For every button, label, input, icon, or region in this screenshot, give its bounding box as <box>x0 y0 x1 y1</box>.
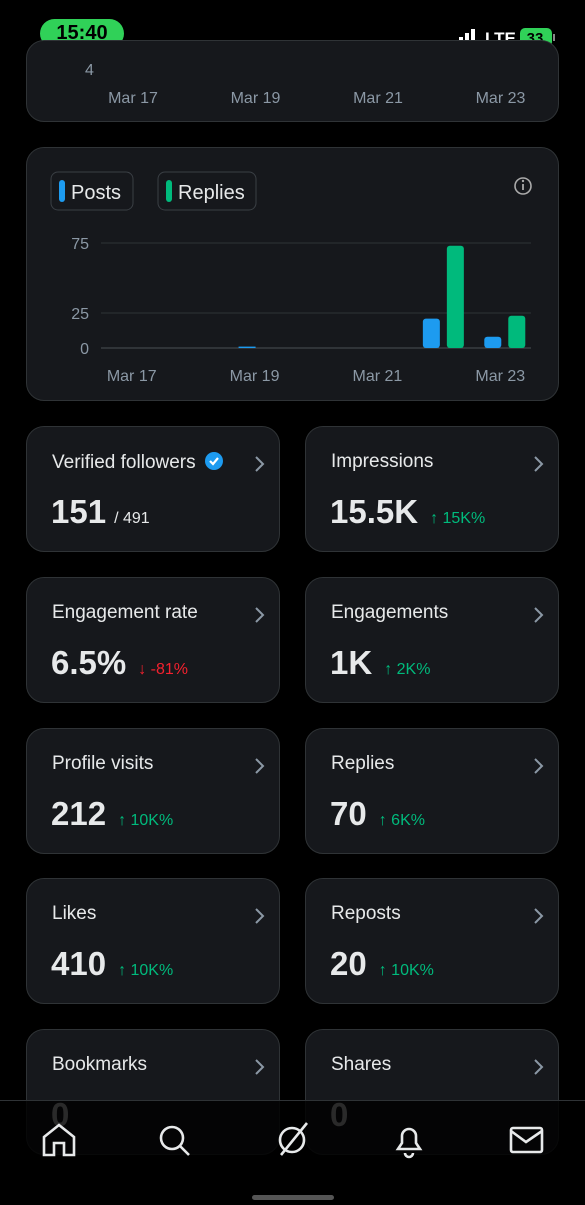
top-chart-card: 4 Mar 17 Mar 19 Mar 21 Mar 23 <box>26 40 559 122</box>
metric-label-text: Likes <box>52 903 97 925</box>
metric-label: Impressions <box>331 451 433 473</box>
legend-swatch <box>166 180 172 202</box>
metric-number: 410 <box>51 945 107 983</box>
legend-box <box>157 171 257 211</box>
metric-number: 20 <box>330 945 367 983</box>
metric-label-text: Reposts <box>331 903 401 925</box>
home-icon[interactable] <box>42 1123 76 1157</box>
metric-label: Profile visits <box>52 753 153 775</box>
metric-label: Engagement rate <box>52 602 198 624</box>
metric-change: ↑ 10K% <box>118 811 174 829</box>
metric-number: 70 <box>330 794 367 832</box>
x-tick-label: Mar 23 <box>475 368 525 385</box>
metric-card[interactable]: Engagements 1K ↑ 2K% <box>305 576 559 703</box>
legend-label: Posts <box>71 182 121 204</box>
chevron <box>255 1059 265 1075</box>
metric-value: 70 ↑ 6K% <box>330 795 425 833</box>
metric-label-text: Engagement rate <box>52 601 198 623</box>
search-icon[interactable] <box>159 1125 185 1151</box>
metric-card[interactable]: Reposts 20 ↑ 10K% <box>305 878 559 1005</box>
metric-number: 15.5K <box>330 493 419 530</box>
chart-card: Posts Replies 0 25 75 Mar 17 Mar 19 Mar 21 Mar 2… <box>26 147 559 401</box>
metric-change: ↑ 2K% <box>384 660 431 678</box>
x-tick-label: Mar 19 <box>231 90 281 107</box>
bottom-nav <box>0 1100 585 1200</box>
messages-icon[interactable] <box>509 1126 544 1154</box>
metric-card[interactable]: Engagement rate 6.5% ↓ -81% <box>26 576 280 703</box>
metric-card[interactable]: Likes 410 ↑ 10K% <box>26 878 280 1005</box>
metric-number: 212 <box>51 794 107 832</box>
metric-change: ↓ -81% <box>138 660 189 678</box>
metric-value: 212 ↑ 10K% <box>51 795 173 833</box>
grok-icon[interactable] <box>278 1126 306 1154</box>
chevron <box>255 456 265 472</box>
bar <box>484 336 502 348</box>
metric-card[interactable]: Verified followers 151 / 491 <box>26 426 280 552</box>
metric-number: 1K <box>330 643 373 681</box>
y-tick-label: 25 <box>71 306 89 323</box>
metric-change: ↑ 6K% <box>378 811 425 829</box>
notifications-icon[interactable] <box>395 1127 423 1159</box>
chevron <box>534 908 544 924</box>
chevron <box>255 607 265 623</box>
metric-label: Verified followers <box>52 451 224 474</box>
nav-icons <box>42 1122 544 1200</box>
y-tick-label: 4 <box>85 62 94 79</box>
metric-label: Replies <box>331 753 394 775</box>
metric-label-text: Replies <box>331 752 395 774</box>
metric-label: Shares <box>331 1054 391 1076</box>
metric-label: Likes <box>52 903 96 925</box>
bar <box>446 245 464 348</box>
chevron <box>534 456 544 472</box>
bar <box>238 346 256 348</box>
metric-card[interactable]: Replies 70 ↑ 6K% <box>305 727 559 854</box>
y-tick-label: 0 <box>80 341 89 358</box>
bar <box>508 315 526 348</box>
chevron <box>534 607 544 623</box>
verified-badge <box>204 452 223 470</box>
chart: Posts Replies 0 25 75 Mar 17 Mar 19 Mar 21 Mar 2… <box>50 171 532 385</box>
metric-number: 151 <box>51 493 107 530</box>
metric-label-text: Engagements <box>331 601 449 623</box>
metric-card[interactable]: Profile visits 212 ↑ 10K% <box>26 727 280 854</box>
metric-label-text: Bookmarks <box>52 1054 148 1075</box>
x-tick-label: Mar 17 <box>107 368 157 385</box>
legend-swatch <box>59 180 65 202</box>
metric-label: Engagements <box>331 602 448 624</box>
chevron <box>255 757 265 774</box>
x-tick-label: Mar 17 <box>108 90 158 107</box>
metric-change: ↑ 10K% <box>378 962 434 980</box>
metric-label-text: Impressions <box>331 451 434 472</box>
x-tick-label: Mar 23 <box>476 90 526 107</box>
metric-value: 410 ↑ 10K% <box>51 945 173 983</box>
metric-change: ↑ 10K% <box>118 962 174 980</box>
metric-change: ↑ 15K% <box>430 510 486 527</box>
metric-label: Bookmarks <box>52 1054 147 1076</box>
metric-value: 1K ↑ 2K% <box>330 644 430 682</box>
metric-label-text: Shares <box>331 1054 392 1075</box>
legend-box <box>50 171 134 211</box>
metric-label-text: Verified followers <box>52 452 196 473</box>
metric-value: 6.5% ↓ -81% <box>51 644 188 682</box>
top-chart: 4 Mar 17 Mar 19 Mar 21 Mar 23 <box>85 62 526 107</box>
metric-label: Reposts <box>331 903 401 925</box>
metric-value: 151 / 491 <box>51 493 150 531</box>
chevron <box>255 908 265 924</box>
metric-value: 15.5K ↑ 15K% <box>330 493 485 531</box>
bar <box>422 318 440 348</box>
legend-label: Replies <box>178 182 245 204</box>
metric-card[interactable]: Impressions 15.5K ↑ 15K% <box>305 426 559 552</box>
chevron <box>534 1059 544 1075</box>
metric-label-text: Profile visits <box>52 752 154 774</box>
metric-value: 20 ↑ 10K% <box>330 945 434 983</box>
metric-number: 6.5% <box>51 643 127 681</box>
x-tick-label: Mar 21 <box>353 368 403 385</box>
y-tick-label: 75 <box>71 236 89 253</box>
metric-total: / 491 <box>114 510 150 527</box>
x-tick-label: Mar 21 <box>353 90 403 107</box>
x-tick-label: Mar 19 <box>230 368 280 385</box>
chevron <box>534 757 544 774</box>
